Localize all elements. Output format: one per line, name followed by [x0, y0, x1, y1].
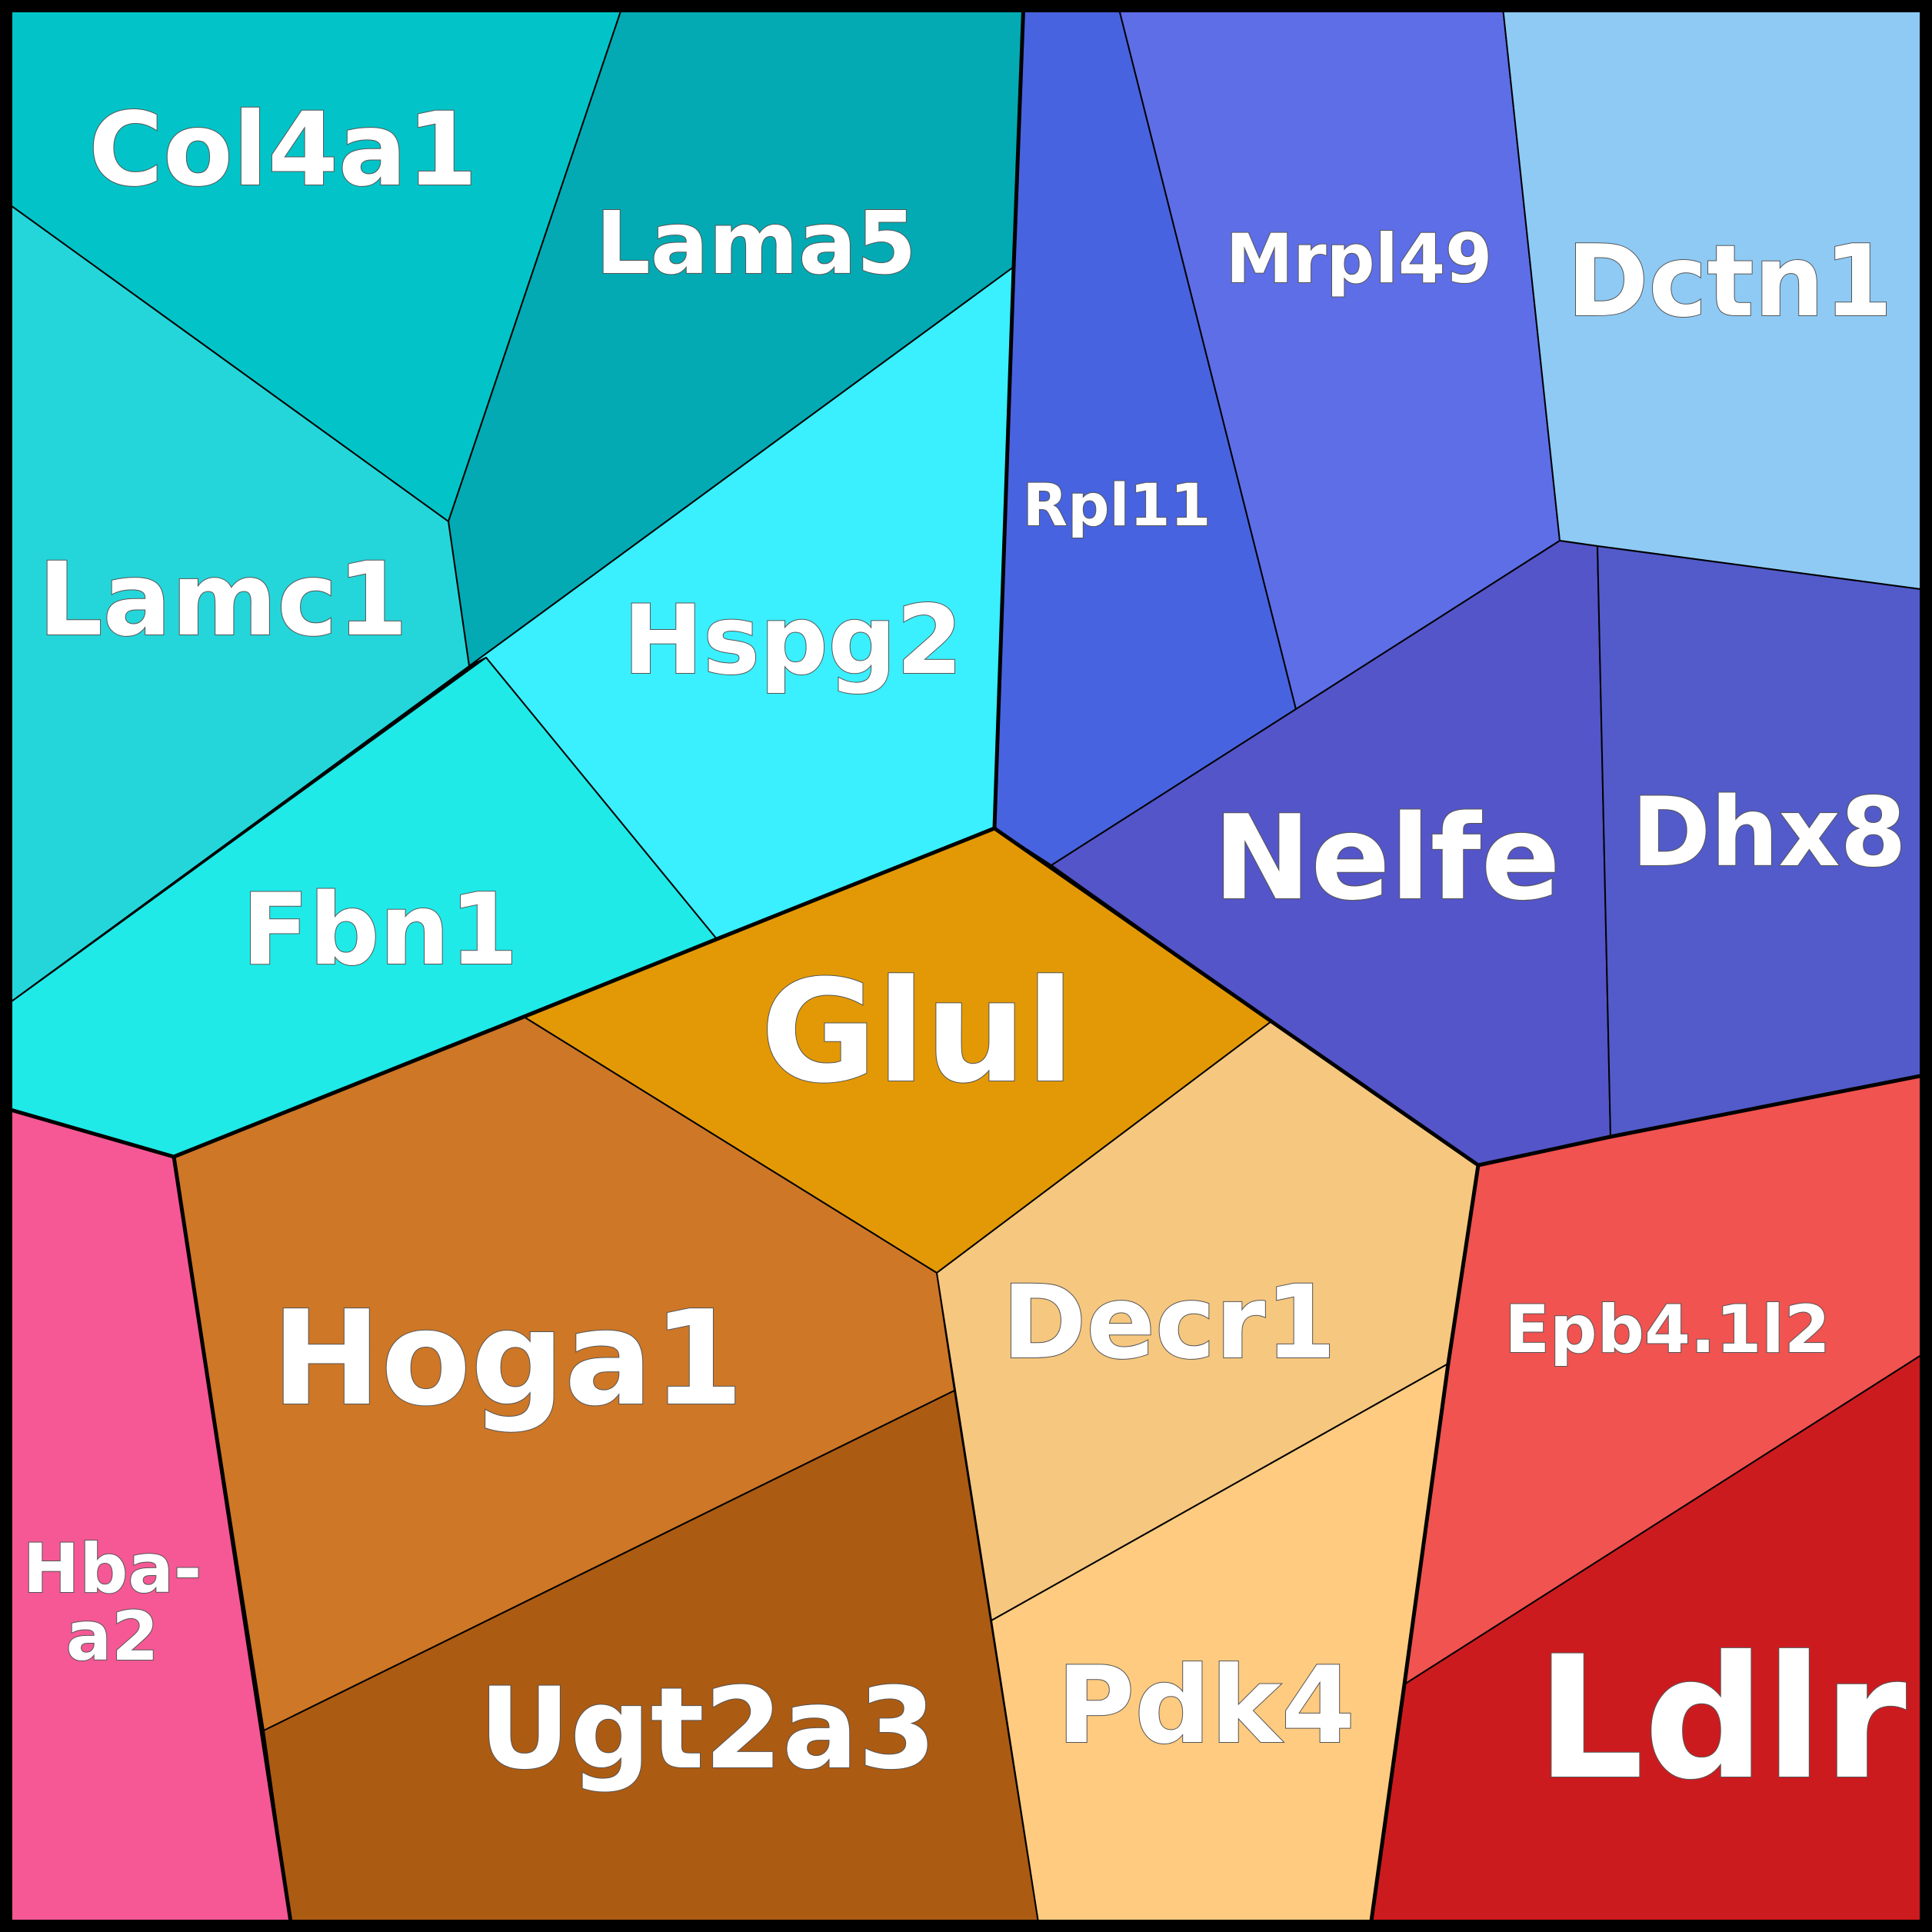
cell-label-ldlr: Ldlr [1536, 1620, 1907, 1817]
cell-label-lama5: Lama5 [595, 194, 916, 294]
cell-label-glul: Glul [761, 950, 1074, 1114]
cell-label-dhx8: Dhx8 [1631, 778, 1906, 888]
group-red-group [0, 1073, 1932, 1932]
cell-label-rpl11: Rpl11 [1023, 471, 1211, 539]
cell-label-mrpl49: Mrpl49 [1226, 219, 1493, 298]
group-blue-group [994, 0, 1932, 1166]
cell-label-fbn1: Fbn1 [242, 873, 518, 988]
cell-label-pdk4: Pdk4 [1057, 1644, 1355, 1767]
cell-label-line: a2 [66, 1597, 159, 1676]
cell-dhx8 [1597, 545, 1932, 1138]
cell-label-hba-a2: Hba-a2 [23, 1529, 202, 1676]
cell-label-nelfe: Nelfe [1213, 790, 1561, 926]
labels-layer: Col4a1 Lama5 Lamc1 Hspg2 Fbn1 Rpl11 Mrpl49 Dctn… [22, 90, 1907, 1817]
group-orange-group [173, 828, 1479, 1932]
cell-label-hoga1: Hoga1 [271, 1283, 744, 1435]
cell-pdk4 [991, 1363, 1449, 1932]
cell-label-ugt2a3: Ugt2a3 [479, 1664, 937, 1794]
cell-label-dctn1: Dctn1 [1567, 225, 1893, 339]
cell-label-col4a1: Col4a1 [88, 91, 478, 209]
cell-label-hspg2: Hspg2 [623, 585, 962, 696]
cell-label-lamc1: Lamc1 [38, 541, 408, 659]
group-cyan-group [0, 0, 1024, 1158]
cell-label-line: Hba- [23, 1529, 202, 1608]
cell-label-epb4-1l2: Epb4.1l2 [1504, 1291, 1830, 1368]
group-border [1367, 1164, 1481, 1932]
group-border [172, 1156, 295, 1932]
cell-label-decr1: Decr1 [1002, 1264, 1336, 1382]
